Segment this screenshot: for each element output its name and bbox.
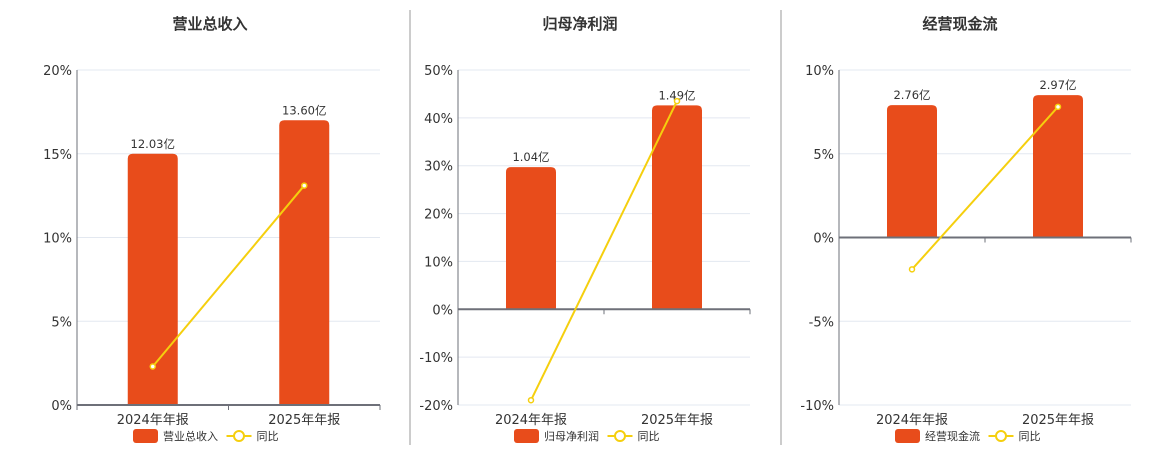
- y-tick-label: 30%: [424, 160, 453, 175]
- bar-value-label: 2.76亿: [893, 88, 930, 102]
- yoy-point[interactable]: [908, 266, 916, 273]
- legend-bar-label[interactable]: 营业总收入: [163, 429, 218, 443]
- chart-panel-3: 经营现金流 10% 5% 0% -5% -10% 2.76亿 2024年年报 2.97亿 2025…: [800, 15, 1132, 443]
- chart-title: 归母净利润: [542, 15, 617, 33]
- y-tick-label: 0%: [432, 303, 453, 318]
- legend-bar-label[interactable]: 归母净利润: [544, 429, 599, 443]
- yoy-point[interactable]: [149, 363, 156, 370]
- y-tick-label: -20%: [419, 399, 453, 414]
- bar-value-label: 1.49亿: [658, 88, 695, 102]
- yoy-line: [151, 184, 306, 368]
- legend-line-marker-icon: [614, 430, 626, 442]
- chart-title: 营业总收入: [172, 15, 247, 33]
- bar-value-label: 2.97亿: [1039, 78, 1076, 92]
- y-tick-label: 5%: [51, 315, 72, 330]
- y-tick-label: 10%: [43, 232, 72, 247]
- legend-bar-swatch[interactable]: [514, 429, 539, 443]
- y-tick-label: 15%: [43, 148, 72, 163]
- yoy-point[interactable]: [527, 396, 535, 404]
- chart-panel-2: 归母净利润 50% 40% 30% 20% 10% 0% -10% -20% 1.04亿 2024年…: [419, 15, 751, 443]
- y-tick-label: -10%: [800, 399, 834, 414]
- y-tick-label: -10%: [419, 351, 453, 366]
- y-tick-label: 0%: [813, 232, 834, 247]
- y-tick-label: 20%: [424, 208, 453, 223]
- y-tick-label: 10%: [805, 64, 834, 79]
- bar[interactable]: [127, 153, 178, 405]
- legend-bar-swatch[interactable]: [133, 429, 158, 443]
- chart-title: 经营现金流: [922, 15, 997, 33]
- legend-line-marker-icon: [233, 430, 245, 442]
- yoy-point[interactable]: [673, 97, 681, 105]
- yoy-point[interactable]: [1054, 103, 1062, 111]
- x-category-label: 2025年年报: [268, 413, 340, 428]
- bar-value-label: 12.03亿: [131, 137, 175, 151]
- bar[interactable]: [279, 120, 330, 405]
- legend-line-marker-icon: [995, 430, 1007, 442]
- y-tick-label: 50%: [424, 64, 453, 79]
- chart-panel-1: 营业总收入 20% 15% 10% 5% 0% 12.03亿 2024年年报 13.60亿 202…: [43, 15, 381, 443]
- yoy-point[interactable]: [301, 182, 308, 189]
- bar[interactable]: [652, 105, 702, 310]
- y-tick-label: 5%: [813, 148, 834, 163]
- legend-bar-swatch[interactable]: [895, 429, 920, 443]
- yoy-line: [911, 106, 1059, 270]
- bar-value-label: 1.04亿: [512, 150, 549, 164]
- bar[interactable]: [1033, 95, 1083, 238]
- legend-line-label[interactable]: 同比: [638, 430, 660, 443]
- y-tick-label: 10%: [424, 255, 453, 270]
- y-tick-label: 0%: [51, 399, 72, 414]
- y-tick-label: -5%: [809, 315, 834, 330]
- legend-line-label[interactable]: 同比: [257, 430, 279, 443]
- bar[interactable]: [506, 167, 556, 310]
- x-category-label: 2025年年报: [1022, 413, 1094, 428]
- legend-line-label[interactable]: 同比: [1019, 430, 1041, 443]
- legend-bar-label[interactable]: 经营现金流: [925, 429, 980, 443]
- y-tick-label: 40%: [424, 112, 453, 127]
- bar-value-label: 13.60亿: [282, 103, 326, 117]
- y-tick-label: 20%: [43, 64, 72, 79]
- x-category-label: 2025年年报: [641, 413, 713, 428]
- x-category-label: 2024年年报: [117, 413, 189, 428]
- x-category-label: 2024年年报: [876, 413, 948, 428]
- bar[interactable]: [887, 105, 937, 238]
- x-category-label: 2024年年报: [495, 413, 567, 428]
- yoy-line: [530, 100, 678, 401]
